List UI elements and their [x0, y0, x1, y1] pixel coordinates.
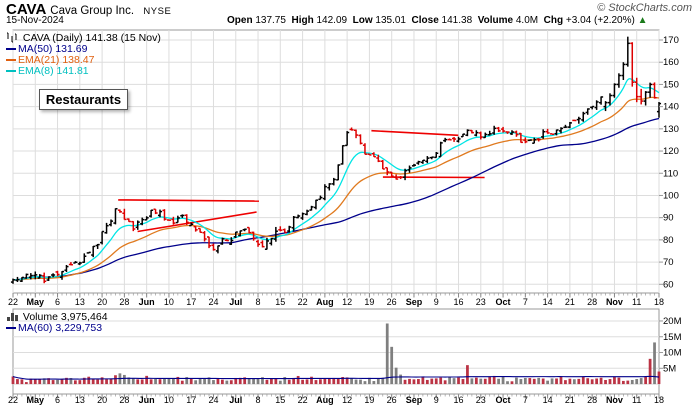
- svg-text:Sep: Sep: [406, 395, 423, 405]
- svg-text:26: 26: [387, 395, 397, 405]
- svg-text:15: 15: [275, 395, 285, 405]
- svg-text:20M: 20M: [663, 316, 682, 327]
- svg-text:6: 6: [55, 395, 60, 405]
- svg-text:170: 170: [663, 35, 679, 46]
- svg-text:28: 28: [119, 297, 129, 307]
- svg-text:90: 90: [663, 213, 674, 224]
- svg-text:22: 22: [8, 395, 18, 405]
- svg-text:18: 18: [654, 297, 664, 307]
- svg-text:150: 150: [663, 79, 679, 90]
- svg-text:Jul: Jul: [229, 395, 242, 405]
- svg-text:10: 10: [164, 297, 174, 307]
- svg-text:9: 9: [434, 297, 439, 307]
- svg-text:13: 13: [75, 297, 85, 307]
- svg-text:9: 9: [434, 395, 439, 405]
- svg-text:24: 24: [208, 395, 218, 405]
- svg-text:6: 6: [55, 297, 60, 307]
- svg-text:10: 10: [164, 395, 174, 405]
- svg-text:Sep: Sep: [406, 297, 423, 307]
- svg-text:20: 20: [97, 395, 107, 405]
- svg-text:19: 19: [364, 395, 374, 405]
- svg-text:11: 11: [632, 395, 641, 405]
- svg-text:22: 22: [298, 395, 308, 405]
- svg-text:28: 28: [119, 395, 129, 405]
- svg-text:110: 110: [663, 168, 678, 179]
- svg-text:120: 120: [663, 146, 679, 157]
- svg-text:16: 16: [454, 297, 464, 307]
- svg-text:20: 20: [97, 297, 107, 307]
- svg-text:24: 24: [208, 297, 218, 307]
- svg-text:Oct: Oct: [496, 297, 511, 307]
- svg-text:14: 14: [543, 395, 553, 405]
- svg-text:Oct: Oct: [496, 395, 511, 405]
- svg-text:17: 17: [186, 395, 196, 405]
- svg-text:May: May: [27, 395, 45, 405]
- svg-text:23: 23: [476, 297, 486, 307]
- svg-text:Aug: Aug: [316, 297, 334, 307]
- svg-text:5M: 5M: [663, 363, 676, 374]
- svg-text:17: 17: [186, 297, 196, 307]
- svg-text:12: 12: [342, 297, 352, 307]
- svg-text:Nov: Nov: [606, 297, 623, 307]
- svg-text:13: 13: [75, 395, 85, 405]
- svg-text:10M: 10M: [663, 348, 682, 359]
- svg-text:12: 12: [342, 395, 352, 405]
- svg-text:16: 16: [454, 395, 464, 405]
- svg-text:Jun: Jun: [139, 395, 155, 405]
- svg-text:160: 160: [663, 57, 679, 68]
- svg-text:21: 21: [565, 297, 575, 307]
- svg-text:130: 130: [663, 124, 679, 135]
- svg-text:7: 7: [523, 297, 528, 307]
- svg-text:15M: 15M: [663, 332, 682, 343]
- svg-text:80: 80: [663, 235, 674, 246]
- svg-text:Nov: Nov: [606, 395, 623, 405]
- svg-text:28: 28: [587, 297, 597, 307]
- svg-text:Jun: Jun: [139, 297, 155, 307]
- svg-text:100: 100: [663, 190, 679, 201]
- svg-text:19: 19: [364, 297, 374, 307]
- svg-text:28: 28: [587, 395, 597, 405]
- svg-text:22: 22: [8, 297, 18, 307]
- svg-text:8: 8: [256, 297, 261, 307]
- svg-text:60: 60: [663, 279, 674, 290]
- svg-text:8: 8: [256, 395, 261, 405]
- svg-text:23: 23: [476, 395, 486, 405]
- svg-text:70: 70: [663, 257, 674, 268]
- svg-text:7: 7: [523, 395, 528, 405]
- svg-text:15: 15: [275, 297, 285, 307]
- svg-text:22: 22: [298, 297, 308, 307]
- svg-text:11: 11: [632, 297, 641, 307]
- svg-text:May: May: [27, 297, 45, 307]
- svg-text:140: 140: [663, 102, 679, 113]
- svg-text:18: 18: [654, 395, 664, 405]
- svg-text:Aug: Aug: [316, 395, 334, 405]
- svg-text:26: 26: [387, 297, 397, 307]
- svg-text:21: 21: [565, 395, 575, 405]
- svg-text:14: 14: [543, 297, 553, 307]
- svg-text:Jul: Jul: [229, 297, 242, 307]
